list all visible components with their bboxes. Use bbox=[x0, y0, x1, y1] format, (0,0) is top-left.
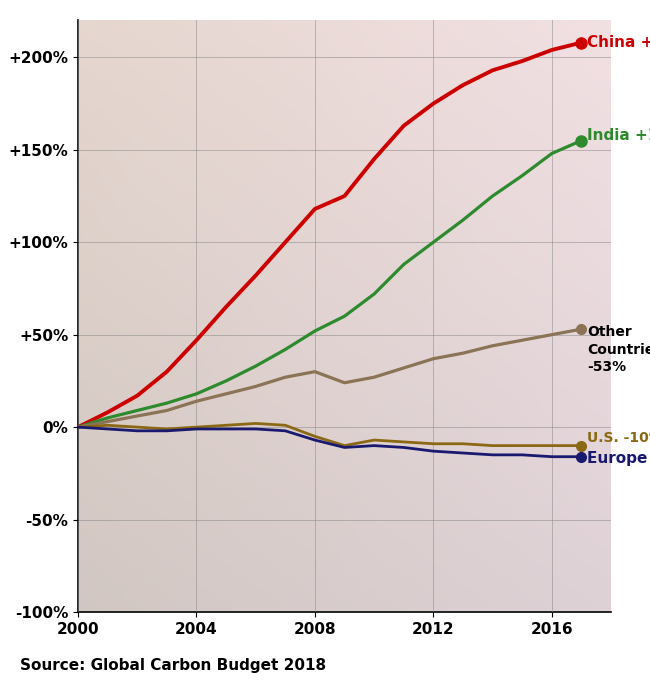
Text: Source: Global Carbon Budget 2018: Source: Global Carbon Budget 2018 bbox=[20, 658, 326, 673]
Text: Europe -16%: Europe -16% bbox=[588, 451, 650, 466]
Text: India +155%: India +155% bbox=[588, 128, 650, 143]
Text: China +208%: China +208% bbox=[588, 35, 650, 50]
Text: U.S. -10%: U.S. -10% bbox=[588, 431, 650, 445]
Text: Other
Countries
-53%: Other Countries -53% bbox=[588, 326, 650, 374]
